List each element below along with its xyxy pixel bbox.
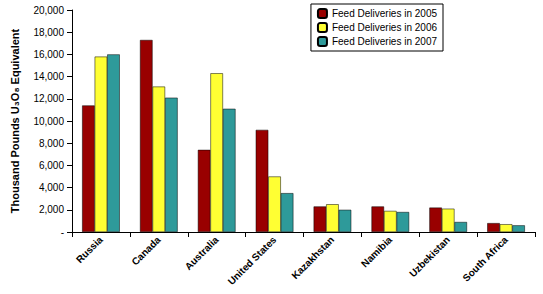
svg-text:-: - bbox=[61, 227, 64, 238]
svg-text:4,000: 4,000 bbox=[39, 182, 64, 193]
svg-text:Thousand Pounds U₃O₈ Equivalen: Thousand Pounds U₃O₈ Equivalent bbox=[9, 28, 21, 213]
svg-text:Feed Deliveries in 2007: Feed Deliveries in 2007 bbox=[332, 36, 437, 47]
svg-text:United States: United States bbox=[226, 234, 279, 287]
svg-text:20,000: 20,000 bbox=[33, 5, 64, 16]
svg-text:6,000: 6,000 bbox=[39, 160, 64, 171]
svg-text:18,000: 18,000 bbox=[33, 27, 64, 38]
svg-text:Namibia: Namibia bbox=[359, 234, 395, 270]
svg-text:16,000: 16,000 bbox=[33, 49, 64, 60]
svg-text:8,000: 8,000 bbox=[39, 138, 64, 149]
svg-text:Feed Deliveries in 2005: Feed Deliveries in 2005 bbox=[332, 8, 437, 19]
svg-text:2,000: 2,000 bbox=[39, 204, 64, 215]
svg-text:Feed Deliveries in 2006: Feed Deliveries in 2006 bbox=[332, 22, 437, 33]
svg-text:14,000: 14,000 bbox=[33, 71, 64, 82]
svg-text:South Africa: South Africa bbox=[460, 234, 510, 284]
svg-text:Australia: Australia bbox=[183, 234, 221, 272]
svg-text:Canada: Canada bbox=[129, 234, 163, 268]
svg-text:12,000: 12,000 bbox=[33, 93, 64, 104]
svg-text:Russia: Russia bbox=[74, 234, 105, 265]
svg-text:Uzbekistan: Uzbekistan bbox=[407, 234, 452, 279]
svg-text:Kazakhstan: Kazakhstan bbox=[289, 234, 336, 281]
svg-text:10,000: 10,000 bbox=[33, 116, 64, 127]
